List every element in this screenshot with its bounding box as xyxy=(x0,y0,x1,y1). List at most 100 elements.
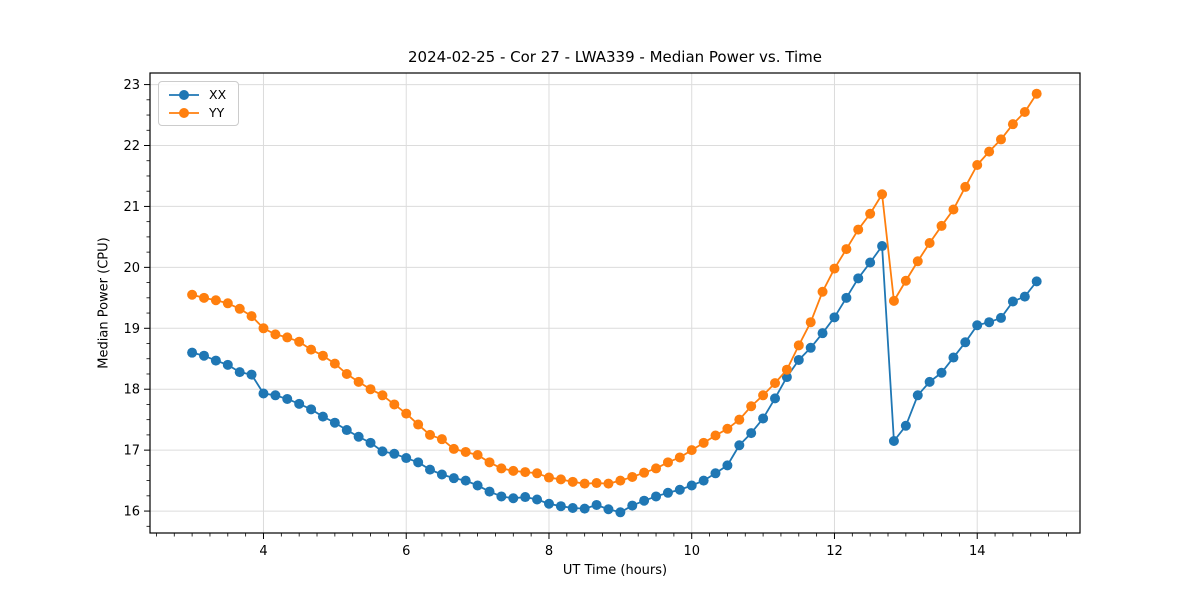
data-point-yy xyxy=(805,317,816,328)
legend-item-yy: YY xyxy=(168,105,226,120)
data-point-yy xyxy=(841,244,852,255)
data-point-yy xyxy=(222,298,233,309)
x-tick-label: 12 xyxy=(826,544,843,559)
y-tick-label: 20 xyxy=(123,261,140,276)
data-point-xx xyxy=(1007,296,1018,307)
data-point-xx xyxy=(246,369,257,380)
data-point-yy xyxy=(1007,119,1018,130)
data-point-yy xyxy=(543,472,554,483)
x-tick-label: 10 xyxy=(683,544,700,559)
y-tick-label: 18 xyxy=(123,383,140,398)
data-point-xx xyxy=(187,347,198,358)
data-point-yy xyxy=(199,292,210,303)
data-point-yy xyxy=(579,478,590,489)
data-point-yy xyxy=(555,474,566,485)
data-point-yy xyxy=(508,465,519,476)
x-tick-label: 4 xyxy=(259,544,267,559)
data-point-xx xyxy=(948,352,959,363)
data-point-xx xyxy=(520,492,531,503)
data-point-xx xyxy=(294,398,305,409)
data-point-yy xyxy=(948,204,959,215)
data-point-yy xyxy=(365,384,376,395)
data-point-yy xyxy=(210,295,221,306)
data-point-yy xyxy=(520,467,531,478)
data-point-xx xyxy=(472,480,483,491)
data-point-xx xyxy=(484,486,495,497)
data-point-yy xyxy=(639,467,650,478)
data-point-xx xyxy=(639,495,650,506)
data-point-yy xyxy=(758,390,769,401)
data-point-yy xyxy=(448,443,459,454)
data-point-yy xyxy=(436,434,447,445)
x-tick-label: 8 xyxy=(545,544,553,559)
data-point-xx xyxy=(995,312,1006,323)
data-point-yy xyxy=(603,478,614,489)
data-point-yy xyxy=(984,146,995,157)
data-point-yy xyxy=(936,220,947,231)
data-point-yy xyxy=(793,340,804,351)
data-point-xx xyxy=(888,436,899,446)
x-axis-label: UT Time (hours) xyxy=(562,563,668,578)
data-point-yy xyxy=(258,323,269,334)
data-point-yy xyxy=(306,344,317,355)
data-point-xx xyxy=(841,292,852,303)
data-point-xx xyxy=(865,257,876,268)
data-point-yy xyxy=(496,463,507,474)
data-point-xx xyxy=(793,354,804,365)
data-point-xx xyxy=(674,484,685,495)
data-point-yy xyxy=(924,237,935,248)
data-point-yy xyxy=(1031,88,1042,99)
legend-item-xx: XX xyxy=(168,87,226,102)
data-point-yy xyxy=(282,332,293,343)
data-point-xx xyxy=(496,491,507,502)
data-point-yy xyxy=(425,429,435,440)
data-point-yy xyxy=(187,289,198,300)
data-point-xx xyxy=(579,503,590,514)
data-point-yy xyxy=(317,350,328,361)
data-point-yy xyxy=(591,478,602,489)
data-point-xx xyxy=(984,317,995,328)
data-point-xx xyxy=(1019,291,1030,302)
data-point-yy xyxy=(995,134,1006,145)
data-point-xx xyxy=(686,480,697,491)
data-point-xx xyxy=(543,498,554,509)
data-point-yy xyxy=(817,286,828,297)
legend-marker-yy-icon xyxy=(169,107,199,118)
data-point-yy xyxy=(900,275,911,286)
y-tick-label: 21 xyxy=(123,200,140,215)
legend: XX YY xyxy=(158,81,240,126)
x-tick-label: 6 xyxy=(402,544,410,559)
data-point-yy xyxy=(686,445,697,456)
data-point-xx xyxy=(734,440,745,451)
data-point-xx xyxy=(306,404,317,415)
data-point-xx xyxy=(460,475,471,486)
series-line-xx xyxy=(191,245,1038,514)
data-point-xx xyxy=(781,372,792,383)
data-point-xx xyxy=(436,469,447,480)
data-point-yy xyxy=(532,468,543,479)
data-point-yy xyxy=(698,437,709,448)
data-point-xx xyxy=(972,320,983,331)
y-tick-label: 17 xyxy=(123,444,140,459)
data-point-xx xyxy=(853,273,864,284)
data-point-yy xyxy=(329,358,340,369)
data-point-xx xyxy=(365,437,376,448)
data-point-yy xyxy=(674,452,685,463)
data-point-yy xyxy=(484,457,495,468)
data-point-xx xyxy=(603,504,614,515)
data-point-yy xyxy=(877,189,888,200)
data-point-yy xyxy=(246,311,257,322)
data-point-xx xyxy=(234,367,245,378)
data-point-yy xyxy=(746,401,757,412)
data-point-yy xyxy=(234,303,245,314)
data-point-xx xyxy=(651,491,662,502)
data-point-yy xyxy=(722,423,733,434)
data-point-yy xyxy=(853,224,864,235)
data-point-yy xyxy=(567,476,578,487)
data-point-xx xyxy=(758,413,769,424)
data-point-xx xyxy=(805,342,816,353)
data-point-yy xyxy=(734,414,745,425)
data-point-yy xyxy=(413,419,424,430)
